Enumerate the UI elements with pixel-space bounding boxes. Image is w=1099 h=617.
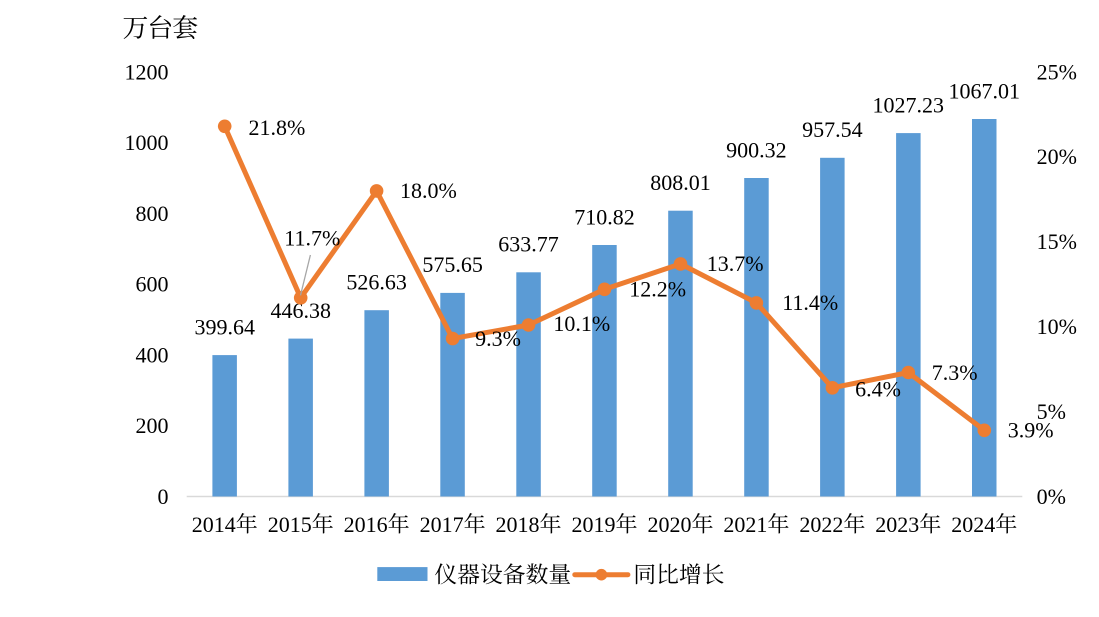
svg-text:800: 800 bbox=[136, 201, 169, 226]
svg-text:2021: 2021 bbox=[723, 512, 767, 537]
svg-text:2020: 2020 bbox=[648, 512, 692, 537]
svg-text:21.8%: 21.8% bbox=[249, 115, 306, 140]
svg-text:9.3%: 9.3% bbox=[475, 326, 521, 351]
svg-text:575.65: 575.65 bbox=[422, 252, 483, 277]
svg-text:900.32: 900.32 bbox=[726, 137, 787, 162]
svg-text:12.2%: 12.2% bbox=[629, 277, 686, 302]
svg-text:710.82: 710.82 bbox=[574, 204, 635, 229]
svg-text:6.4%: 6.4% bbox=[855, 377, 901, 402]
svg-text:2018: 2018 bbox=[496, 512, 540, 537]
svg-text:1067.01: 1067.01 bbox=[949, 78, 1021, 103]
svg-text:399.64: 399.64 bbox=[194, 314, 255, 339]
svg-text:2023: 2023 bbox=[875, 512, 919, 537]
svg-text:633.77: 633.77 bbox=[498, 232, 559, 257]
svg-text:2016: 2016 bbox=[344, 512, 388, 537]
svg-text:5%: 5% bbox=[1037, 399, 1066, 424]
svg-text:1027.23: 1027.23 bbox=[873, 92, 945, 117]
svg-text:2019: 2019 bbox=[572, 512, 616, 537]
svg-text:20%: 20% bbox=[1037, 144, 1077, 169]
svg-text:0%: 0% bbox=[1037, 484, 1066, 509]
svg-text:10%: 10% bbox=[1037, 314, 1077, 339]
svg-text:200: 200 bbox=[136, 413, 169, 438]
svg-text:18.0%: 18.0% bbox=[400, 178, 457, 203]
svg-text:2014: 2014 bbox=[192, 512, 236, 537]
svg-text:7.3%: 7.3% bbox=[932, 360, 978, 385]
svg-text:1200: 1200 bbox=[125, 59, 169, 84]
svg-text:526.63: 526.63 bbox=[346, 270, 407, 295]
svg-text:808.01: 808.01 bbox=[650, 170, 711, 195]
svg-text:10.1%: 10.1% bbox=[553, 311, 610, 336]
svg-text:2022: 2022 bbox=[799, 512, 843, 537]
svg-text:600: 600 bbox=[136, 272, 169, 297]
svg-text:11.4%: 11.4% bbox=[782, 290, 838, 315]
svg-text:2015: 2015 bbox=[268, 512, 312, 537]
svg-text:3.9%: 3.9% bbox=[1008, 418, 1054, 443]
svg-text:25%: 25% bbox=[1037, 59, 1077, 84]
svg-text:1000: 1000 bbox=[125, 130, 169, 155]
svg-text:2024: 2024 bbox=[951, 512, 995, 537]
svg-text:0: 0 bbox=[158, 484, 169, 509]
svg-text:15%: 15% bbox=[1037, 229, 1077, 254]
svg-text:2017: 2017 bbox=[420, 512, 464, 537]
svg-text:13.7%: 13.7% bbox=[707, 251, 764, 276]
svg-text:957.54: 957.54 bbox=[802, 117, 863, 142]
svg-text:11.7%: 11.7% bbox=[284, 225, 340, 250]
svg-text:400: 400 bbox=[136, 342, 169, 367]
